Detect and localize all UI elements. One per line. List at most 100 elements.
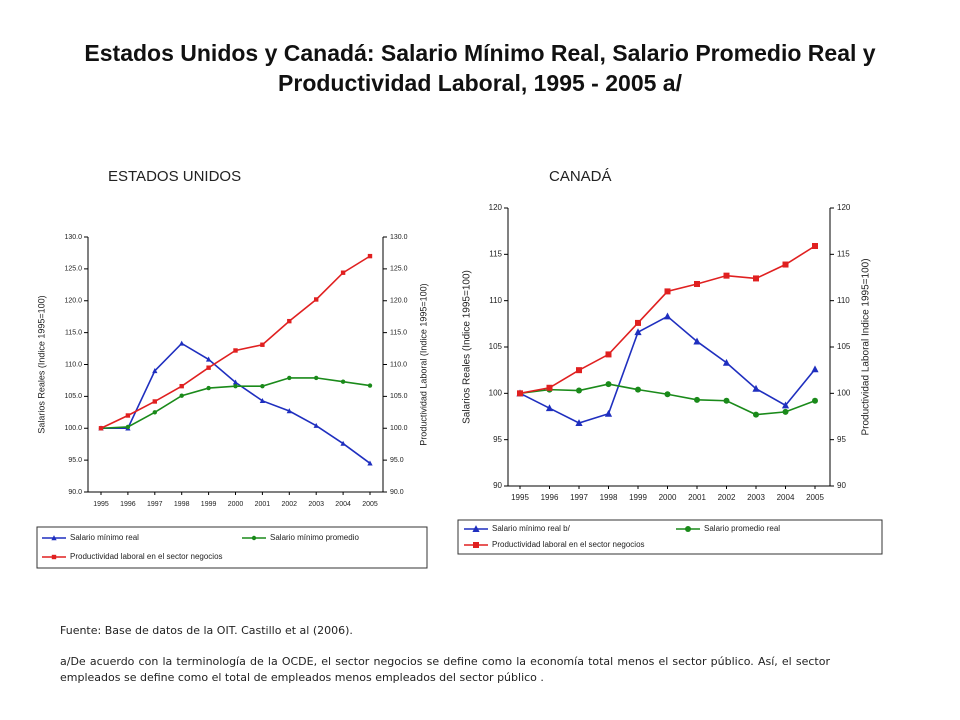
data-point [340, 440, 346, 446]
series-line [519, 245, 816, 395]
x-tick-label: 2005 [362, 501, 378, 508]
y-tick-label: 110 [489, 296, 502, 305]
data-point [811, 365, 819, 373]
y-tick-label: 125.0 [64, 266, 82, 273]
data-point [313, 422, 319, 428]
legend-box [457, 519, 883, 555]
data-point [340, 379, 346, 384]
x-tick-label: 1995 [93, 501, 109, 508]
y2-tick-label: 130.0 [390, 234, 408, 241]
legend-box [36, 526, 428, 569]
data-point [260, 383, 265, 389]
x-tick-label: 2003 [747, 493, 765, 502]
x-tick-label: 1996 [541, 493, 559, 502]
data-point [812, 242, 818, 249]
legend-label: Salario promedio real [704, 524, 780, 533]
data-point [576, 367, 582, 374]
chart-title: ESTADOS UNIDOS [108, 168, 241, 185]
x-tick-label: 2003 [308, 501, 324, 508]
y2-tick-label: 95 [837, 435, 846, 444]
y-tick-label: 120.0 [64, 298, 82, 305]
y-tick-label: 105 [489, 342, 503, 351]
x-tick-label: 1999 [201, 501, 217, 508]
data-point [125, 424, 131, 430]
y-tick-label: 130.0 [64, 234, 82, 241]
y2-tick-label: 120 [837, 203, 851, 212]
data-point [314, 297, 319, 302]
y-tick-label: 110.0 [65, 361, 82, 368]
y-tick-label: 90.0 [68, 489, 82, 496]
data-point [782, 408, 789, 415]
legend-marker [51, 535, 57, 541]
x-tick-label: 2000 [659, 493, 677, 502]
data-point [233, 348, 238, 353]
data-point [233, 383, 238, 389]
x-tick-label: 2005 [806, 493, 824, 502]
x-tick-label: 2004 [335, 501, 351, 508]
series-line [100, 255, 371, 429]
y2-tick-label: 100 [837, 388, 851, 397]
data-point [722, 358, 731, 366]
y-tick-label: 95.0 [68, 457, 82, 464]
data-point [545, 404, 554, 412]
x-tick-label: 2002 [282, 501, 298, 508]
data-point [125, 413, 131, 418]
data-point [694, 396, 700, 403]
data-point [152, 368, 158, 374]
data-point [517, 390, 523, 397]
legend-label: Productividad laboral en el sector negoc… [492, 540, 645, 549]
legend-label: Salario mínimo real b/ [492, 524, 571, 533]
x-tick-label: 2004 [777, 493, 795, 502]
data-point [576, 387, 582, 394]
data-point [260, 342, 265, 347]
data-point [179, 383, 184, 389]
data-point [693, 337, 701, 345]
data-point [287, 375, 292, 381]
x-tick-label: 1996 [120, 501, 136, 508]
y-axis-title: Salarios Reales (Indice 1995=100) [462, 270, 473, 424]
data-point [752, 384, 760, 392]
data-point [694, 280, 700, 287]
legend-marker [685, 526, 691, 532]
y2-tick-label: 110 [837, 296, 850, 305]
y2-tick-label: 90.0 [390, 489, 404, 496]
data-point [605, 381, 612, 388]
data-point [206, 385, 211, 391]
data-point [664, 288, 671, 295]
data-point [635, 319, 641, 326]
data-point [98, 426, 104, 431]
y2-tick-label: 125.0 [390, 266, 408, 273]
y-tick-label: 120 [489, 203, 503, 212]
data-point [723, 272, 730, 279]
data-point [605, 351, 612, 358]
legend-marker [251, 535, 257, 541]
data-point [367, 253, 373, 259]
series-line [519, 383, 816, 416]
x-tick-label: 2002 [718, 493, 736, 502]
y2-tick-label: 95.0 [390, 457, 404, 464]
data-point [723, 397, 730, 404]
legend-marker [473, 542, 479, 548]
y2-tick-label: 105 [837, 342, 851, 351]
y2-axis-title: Productividad Laboral Indice 1995=100) [861, 258, 872, 435]
data-point [635, 386, 641, 393]
footnote: a/De acuerdo con la terminología de la O… [60, 655, 830, 684]
legend-label: Salario mínimo promedio [270, 533, 359, 542]
data-point [663, 312, 672, 320]
data-point [781, 401, 790, 409]
data-point [259, 397, 266, 404]
legend-marker [51, 554, 57, 560]
x-tick-label: 1998 [600, 493, 618, 502]
data-point [232, 379, 239, 385]
y-tick-label: 115.0 [65, 329, 82, 336]
data-point [152, 410, 157, 415]
y-tick-label: 95 [493, 435, 502, 444]
y2-tick-label: 90 [837, 481, 846, 490]
data-point [782, 261, 789, 268]
data-point [634, 328, 642, 336]
data-point [314, 375, 319, 381]
x-tick-label: 2000 [228, 501, 244, 508]
data-point [753, 275, 759, 282]
y2-tick-label: 105.0 [390, 393, 408, 400]
